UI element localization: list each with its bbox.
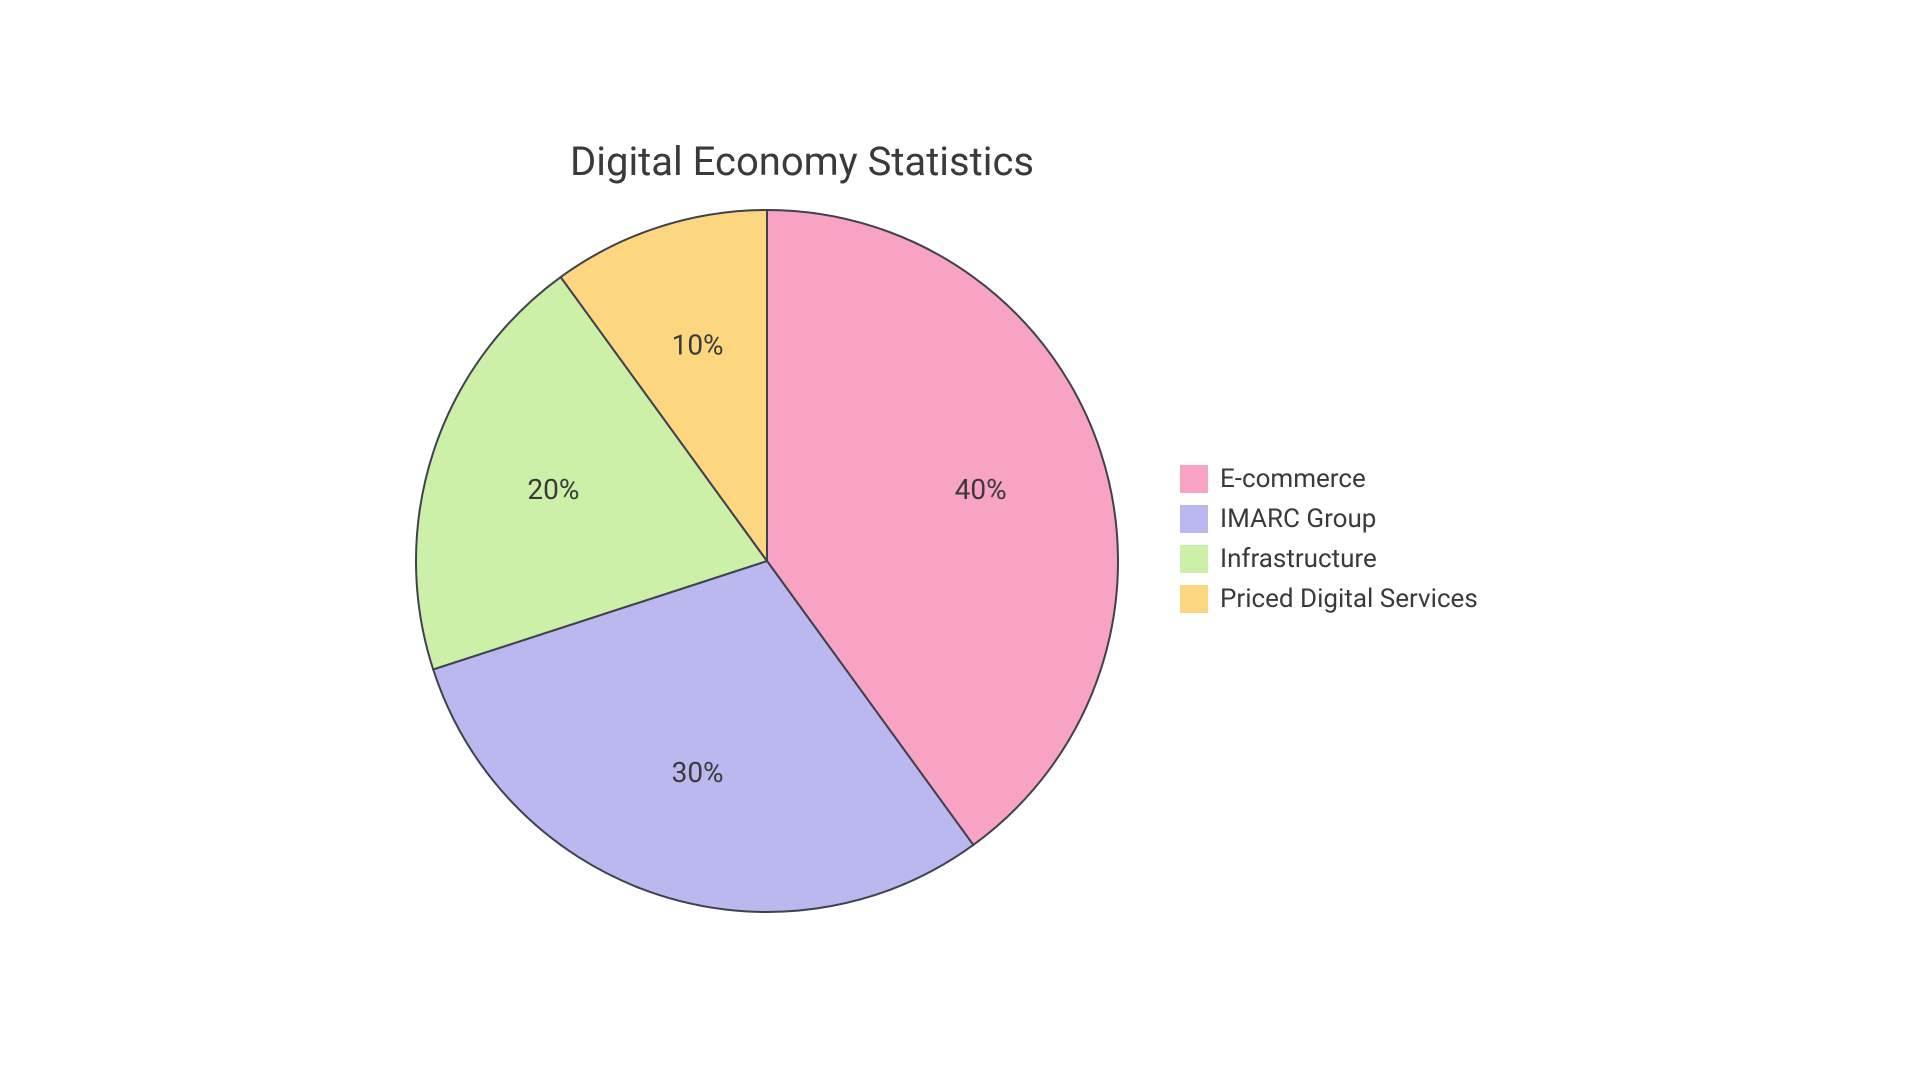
- pie-slice-label-2: 20%: [527, 473, 579, 506]
- legend-label-2: Infrastructure: [1220, 544, 1377, 574]
- legend-item-0: E-commerce: [1180, 464, 1478, 494]
- legend-item-1: IMARC Group: [1180, 504, 1478, 534]
- pie-chart-container: Digital Economy Statistics 40%30%20%10% …: [240, 138, 1680, 942]
- legend-swatch-2: [1180, 545, 1208, 573]
- pie-chart-svg: 40% 30% 20% 10%: [414, 208, 1120, 914]
- legend-item-3: Priced Digital Services: [1180, 584, 1478, 614]
- legend-label-3: Priced Digital Services: [1220, 584, 1478, 614]
- legend-swatch-0: [1180, 465, 1208, 493]
- legend-swatch-1: [1180, 505, 1208, 533]
- pie-slice-label-0: 40%: [955, 473, 1007, 506]
- pie-slice-label-1: 30%: [672, 756, 724, 789]
- legend-label-1: IMARC Group: [1220, 504, 1376, 534]
- pie-slice-label-3: 10%: [672, 329, 724, 362]
- legend-item-2: Infrastructure: [1180, 544, 1478, 574]
- chart-legend: E-commerce IMARC Group Infrastructure Price…: [1180, 464, 1478, 624]
- legend-label-0: E-commerce: [1220, 464, 1366, 494]
- chart-title: Digital Economy Statistics: [570, 138, 1034, 185]
- legend-swatch-3: [1180, 585, 1208, 613]
